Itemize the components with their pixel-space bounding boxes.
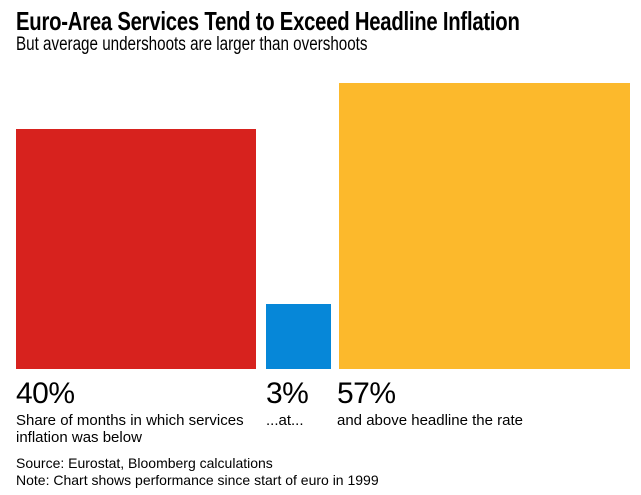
bar-label-group-at: 3% ...at... — [266, 377, 334, 430]
bar-label-group-below: 40% Share of months in which services in… — [16, 377, 266, 447]
bar-label-group-above: 57% and above headline the rate — [337, 377, 629, 430]
bar-above-headline — [339, 83, 630, 369]
value-label-above: 57% — [337, 377, 396, 410]
chart-subtitle: But average undershoots are larger than … — [16, 34, 368, 55]
value-label-at: 3% — [266, 377, 309, 410]
note-line: Note: Chart shows performance since star… — [16, 471, 379, 488]
description-label-below: Share of months in which services inflat… — [16, 412, 244, 446]
chart-footer: Source: Eurostat, Bloomberg calculations… — [16, 455, 379, 488]
description-label-above: and above headline the rate — [337, 412, 523, 429]
description-label-at: ...at... — [266, 412, 304, 429]
chart-title: Euro-Area Services Tend to Exceed Headli… — [16, 6, 520, 36]
bar-below-headline — [16, 129, 256, 369]
source-line: Source: Eurostat, Bloomberg calculations — [16, 455, 273, 471]
bar-at-headline — [266, 304, 331, 369]
value-label-below: 40% — [16, 377, 75, 410]
